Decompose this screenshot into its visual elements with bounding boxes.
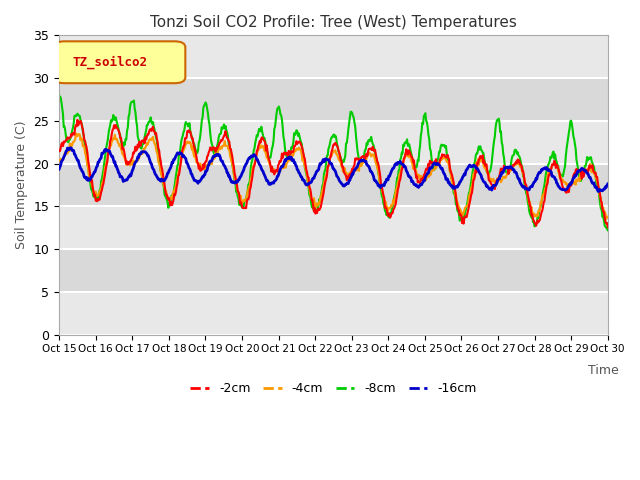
Bar [59,164,608,206]
X-axis label: Time: Time [588,364,619,377]
Bar [59,78,608,121]
Legend: -2cm, -4cm, -8cm, -16cm: -2cm, -4cm, -8cm, -16cm [185,377,482,400]
Y-axis label: Soil Temperature (C): Soil Temperature (C) [15,120,28,249]
Title: Tonzi Soil CO2 Profile: Tree (West) Temperatures: Tonzi Soil CO2 Profile: Tree (West) Temp… [150,15,517,30]
Text: TZ_soilco2: TZ_soilco2 [73,56,148,69]
Bar [59,249,608,292]
FancyBboxPatch shape [54,41,186,83]
